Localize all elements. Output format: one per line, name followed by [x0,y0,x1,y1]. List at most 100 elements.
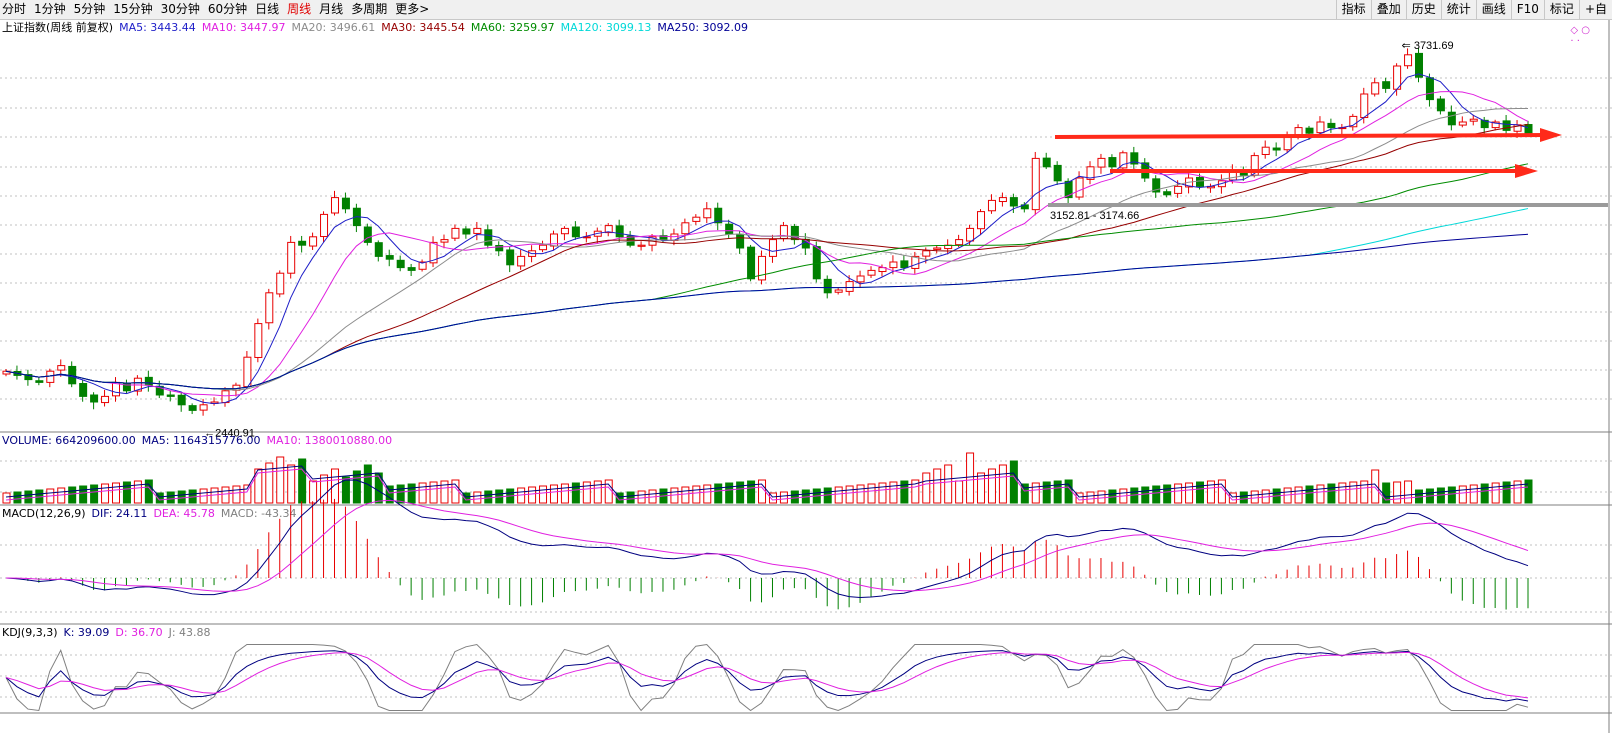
volume-bar [944,464,953,504]
ma-line-60 [5,163,1529,390]
kdj-j-line [5,643,1529,712]
candle-body [703,208,712,219]
period-tabs: 分时 1分钟 5分钟 15分钟 30分钟 60分钟 日线 周线 月线 多周期 更多> [2,0,429,19]
volume-bar [155,492,164,504]
candle-body [1502,120,1511,131]
kdj-legend-item: KDJ(9,3,3) [2,626,58,639]
volume-bar [133,480,142,504]
tool-button[interactable]: 统计 [1440,0,1476,19]
tool-button[interactable]: 标记 [1543,0,1579,19]
volume-bar [90,484,99,504]
candle-body [1360,93,1369,119]
period-tab[interactable]: 周线 [287,2,312,16]
volume-bar [604,479,613,504]
period-tab[interactable]: 日线 [255,2,280,16]
kdj-legend-item: D: 36.70 [115,626,163,639]
candle-body [1053,164,1062,182]
volume-bar [1152,485,1161,504]
window-control-icons[interactable]: ◇ ○ · · [1570,25,1590,47]
period-tab[interactable]: 5分钟 [73,2,106,16]
candle-body [1425,77,1434,101]
candle-body [955,239,964,246]
candle-body [1119,152,1128,169]
volume-bar [451,479,460,504]
candle-body [966,227,975,242]
volume-bar [1075,492,1084,504]
candle-body [320,213,329,238]
volume-bar [1042,481,1051,504]
candle-body [823,278,832,294]
low-price-label: ←2440.91 [204,427,255,439]
volume-bar [1327,483,1336,504]
candle-body [1404,54,1413,67]
volume-bar [320,474,329,504]
volume-bar [177,490,186,504]
period-tab[interactable]: 更多> [395,2,430,16]
volume-bar [101,483,110,504]
candle-body [987,199,996,212]
main-legend: 上证指数(周线 前复权) MA5: 3443.44 MA10: 3447.97 MA… [2,21,748,35]
candle-body [484,229,493,246]
candle-body [1382,81,1391,89]
volume-bar [911,479,920,504]
period-tab[interactable]: 1分钟 [34,2,66,16]
macd-legend: MACD(12,26,9) DIF: 24.11 DEA: 45.78 MACD: -… [2,507,297,521]
period-tab[interactable]: 多周期 [351,2,388,16]
candle-body [1272,147,1281,151]
trend-arrow-lower-head [1515,164,1538,178]
volume-bar [1031,482,1040,504]
volume-bar [1196,481,1205,504]
candle-body [747,246,756,280]
candle-body [407,267,416,271]
candle-body [889,261,898,269]
tool-button[interactable]: 历史 [1405,0,1441,19]
volume-bar [1458,485,1467,504]
kdj-legend-item: K: 39.09 [63,626,110,639]
tool-button[interactable]: F10 [1510,0,1544,19]
candle-body [1415,52,1424,78]
candle-body [1371,82,1380,95]
tool-button[interactable]: 叠加 [1370,0,1406,19]
tool-button[interactable]: 画线 [1475,0,1511,19]
candle-body [1327,122,1336,129]
candle-body [418,261,427,270]
tool-button[interactable]: +自 [1578,0,1612,19]
candle-body [692,216,701,222]
ma-legend-item: MA10: 3447.97 [201,21,286,34]
ma-legend-item: MA250: 3092.09 [657,21,749,34]
volume-ma5 [5,465,1529,498]
period-tab[interactable]: 15分钟 [113,2,153,16]
period-tab[interactable]: 分时 [2,2,27,16]
volume-bar [330,468,339,504]
period-tab[interactable]: 月线 [319,2,344,16]
gap-band [1048,203,1608,207]
ma-legend-item: MA5: 3443.44 [119,21,196,34]
candle-body [1130,152,1139,165]
candle-body [1294,127,1303,136]
volume-bar [1349,481,1358,504]
period-tab[interactable]: 60分钟 [207,2,248,16]
candle-body [188,405,197,411]
volume-bar [309,480,318,504]
macd-legend-item: DEA: 45.78 [153,507,215,520]
volume-bar [790,490,799,504]
period-tab[interactable]: 30分钟 [160,2,200,16]
volume-bar [79,485,88,504]
candle-body [1250,155,1259,176]
volume-bar [440,480,449,504]
candle-body [1163,191,1172,196]
candle-body [385,255,394,260]
candle-body [604,225,613,234]
volume-bar [1020,483,1029,504]
top-toolbar: 分时 1分钟 5分钟 15分钟 30分钟 60分钟 日线 周线 月线 多周期 更多> 指标 叠加 历史统… [0,0,1612,20]
volume-bar [407,483,416,504]
volume-bar [637,490,646,504]
tool-button[interactable]: 指标 [1335,0,1371,19]
volume-bar [528,486,537,504]
volume-bar [1305,485,1314,504]
volume-bar [768,492,777,504]
candle-body [330,197,339,214]
volume-bar [473,491,482,504]
candle-body [736,233,745,249]
